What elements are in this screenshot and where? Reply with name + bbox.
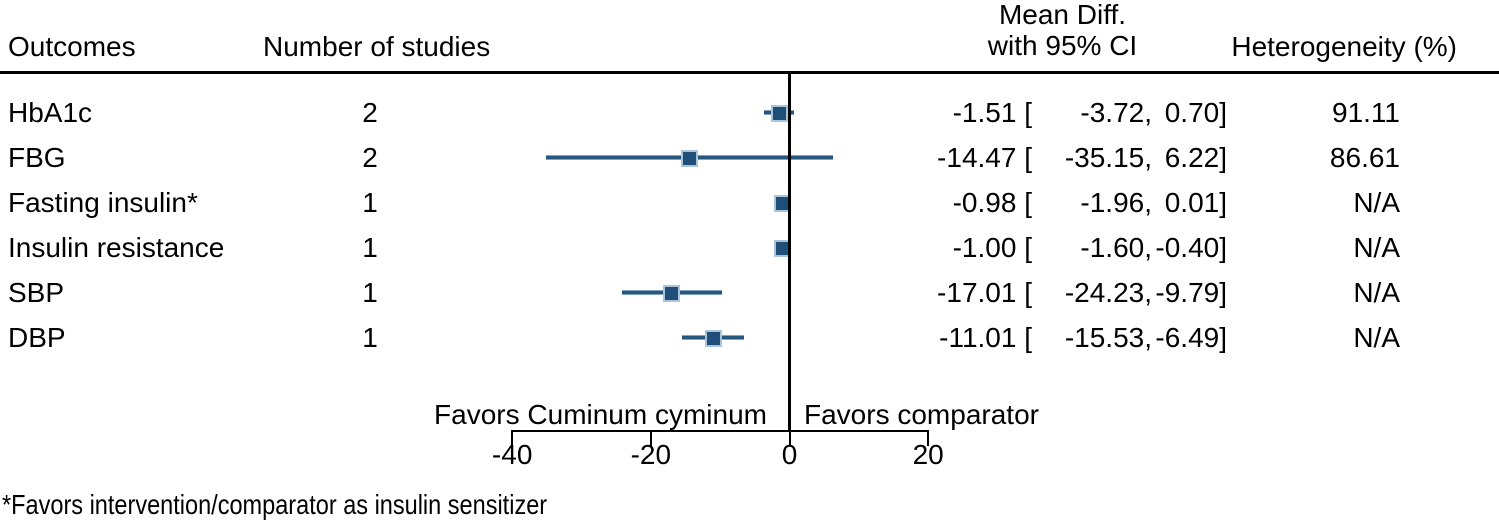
ci-estimate-and-bracket: -1.00 [ (952, 232, 1032, 263)
mean-diff-header-line1: Mean Diff. (998, 0, 1127, 30)
ci-upper-bound: -0.40] (1155, 232, 1227, 263)
outcome-label: Fasting insulin* (8, 187, 198, 218)
effect-marker (680, 149, 698, 167)
ci-lower-bound: -24.23, (1064, 277, 1152, 308)
x-axis-line (511, 430, 930, 432)
n-studies-value: 1 (362, 187, 378, 218)
heterogeneity-value: 91.11 (1332, 97, 1400, 128)
x-tick (649, 430, 652, 446)
ci-text: -0.98 [ -1.96, 0.01] (894, 186, 1227, 220)
ci-lower-bound: -15.53, (1064, 322, 1152, 353)
mean-diff-header-line2: with 95% CI (987, 30, 1138, 61)
heterogeneity-value: N/A (1353, 232, 1400, 263)
effect-marker (704, 329, 722, 347)
ci-lower-bound: -3.72, (1080, 97, 1152, 128)
column-header-outcomes: Outcomes (8, 31, 136, 62)
x-tick (927, 430, 930, 446)
ci-text: -1.00 [ -1.60, -0.40] (894, 231, 1227, 265)
ci-upper-bound: 0.01] (1164, 187, 1227, 218)
column-header-heterogeneity: Heterogeneity (%) (1231, 31, 1457, 62)
heterogeneity-value: N/A (1353, 322, 1400, 353)
ci-estimate-and-bracket: -17.01 [ (937, 277, 1032, 308)
n-studies-value: 2 (362, 142, 378, 173)
n-studies-value: 1 (362, 277, 378, 308)
ci-lower-bound: -35.15, (1064, 142, 1152, 173)
ci-upper-bound: 0.70] (1164, 97, 1227, 128)
ci-text: -1.51 [ -3.72, 0.70] (894, 96, 1227, 130)
outcome-label: DBP (8, 322, 66, 353)
effect-marker (663, 284, 681, 302)
x-tick (788, 430, 791, 446)
x-tick-label: -40 (491, 439, 533, 470)
ci-text: -11.01 [ -15.53, -6.49] (894, 321, 1227, 355)
effect-marker (770, 104, 788, 122)
ci-estimate-and-bracket: -14.47 [ (937, 142, 1032, 173)
ci-estimate-and-bracket: -1.51 [ (952, 97, 1032, 128)
n-studies-value: 2 (362, 97, 378, 128)
n-studies-value: 1 (362, 322, 378, 353)
ci-estimate-and-bracket: -11.01 [ (939, 322, 1032, 353)
header-divider-rule (0, 71, 1499, 74)
ci-upper-bound: 6.22] (1164, 142, 1227, 173)
x-tick-label: -20 (630, 439, 672, 470)
ci-lower-bound: -1.96, (1080, 187, 1152, 218)
outcome-label: Insulin resistance (8, 232, 225, 263)
favors-comparator-label: Favors comparator (804, 399, 1039, 430)
x-tick-label: 0 (781, 439, 798, 470)
heterogeneity-value: 86.61 (1329, 142, 1400, 173)
column-header-number-of-studies: Number of studies (263, 31, 491, 62)
x-tick-label: 20 (912, 439, 944, 470)
favors-intervention-label: Favors Cuminum cyminum (434, 399, 767, 430)
ci-estimate-and-bracket: -0.98 [ (952, 187, 1032, 218)
outcome-label: FBG (8, 142, 66, 173)
n-studies-value: 1 (362, 232, 378, 263)
column-header-mean-diff: Mean Diff. with 95% CI (935, 0, 1190, 61)
outcome-label: SBP (8, 277, 65, 308)
ci-lower-bound: -1.60, (1080, 232, 1152, 263)
outcome-label: HbA1c (8, 97, 93, 128)
ci-text: -17.01 [ -24.23, -9.79] (894, 276, 1227, 310)
ci-upper-bound: -9.79] (1155, 277, 1227, 308)
zero-reference-line (788, 72, 791, 432)
ci-text: -14.47 [ -35.15, 6.22] (894, 141, 1227, 175)
heterogeneity-value: N/A (1353, 187, 1400, 218)
ci-upper-bound: -6.49] (1155, 322, 1227, 353)
x-tick (511, 430, 514, 446)
heterogeneity-value: N/A (1353, 277, 1400, 308)
footnote: *Favors intervention/comparator as insul… (2, 489, 548, 520)
